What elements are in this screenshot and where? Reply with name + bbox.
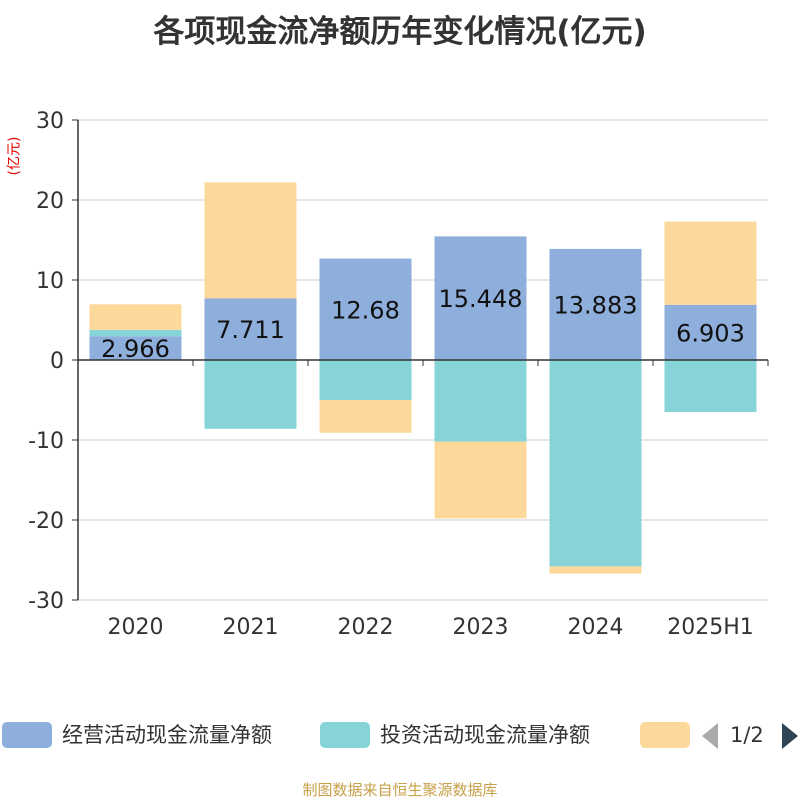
bar-operating-2020	[89, 336, 182, 360]
legend-swatch-investing	[320, 722, 370, 748]
y-tick-label: -10	[28, 429, 64, 454]
legend-label-investing: 投资活动现金流量净额	[380, 723, 590, 747]
bar-investing-2021	[204, 360, 297, 429]
bar-financing-2025H1	[664, 221, 757, 305]
bar-operating-2025H1	[664, 304, 757, 360]
bar-operating-2024	[549, 248, 642, 360]
bar-financing-2021	[204, 182, 297, 299]
data-label: 6.903	[676, 319, 745, 347]
bar-financing-2023	[434, 441, 527, 519]
bar-investing-2025H1	[664, 360, 757, 412]
legend-swatch-financing	[640, 722, 690, 748]
y-tick-label: 10	[36, 269, 64, 294]
data-label: 15.448	[439, 285, 523, 313]
y-tick-label: -20	[28, 509, 64, 534]
bar-investing-2022	[319, 360, 412, 400]
bar-investing-2020	[89, 329, 182, 337]
legend-swatch-operating	[2, 722, 52, 748]
bar-operating-2023	[434, 236, 527, 360]
bar-financing-2024	[549, 566, 642, 574]
legend-pager: 1/2	[700, 720, 800, 752]
chart-title: 各项现金流净额历年变化情况(亿元)	[153, 14, 647, 50]
x-tick-label: 2022	[338, 615, 394, 640]
x-tick-label: 2024	[568, 615, 624, 640]
y-tick-label: 20	[36, 189, 64, 214]
bar-operating-2021	[204, 298, 297, 360]
legend-next-arrow-icon[interactable]	[782, 723, 798, 749]
bar-operating-2022	[319, 258, 412, 360]
legend-page-indicator: 1/2	[730, 723, 764, 747]
legend-prev-arrow-icon[interactable]	[702, 723, 718, 749]
x-tick-label: 2021	[223, 615, 279, 640]
x-tick-label: 2020	[108, 615, 164, 640]
bar-investing-2023	[434, 360, 527, 442]
data-label: 2.966	[101, 335, 170, 363]
bar-investing-2024	[549, 360, 642, 567]
bar-financing-2022	[319, 400, 412, 433]
data-source-note: 制图数据来自恒生聚源数据库	[302, 781, 498, 799]
bar-financing-2020	[89, 304, 182, 330]
data-label: 7.711	[216, 316, 285, 344]
legend: 经营活动现金流量净额 投资活动现金流量净额 1/2	[0, 716, 800, 756]
data-label: 13.883	[554, 291, 638, 319]
data-label: 12.68	[331, 296, 400, 324]
x-tick-label: 2025H1	[667, 615, 754, 640]
legend-label-operating: 经营活动现金流量净额	[62, 723, 272, 747]
y-tick-label: 0	[50, 349, 64, 374]
y-tick-label: 30	[36, 109, 64, 134]
y-tick-label: -30	[28, 589, 64, 614]
bar-chart: 30 20 10 0 -10 -20 -30 2.966 7.711 12.68 15.448 13.…	[28, 109, 769, 640]
x-tick-label: 2023	[453, 615, 509, 640]
